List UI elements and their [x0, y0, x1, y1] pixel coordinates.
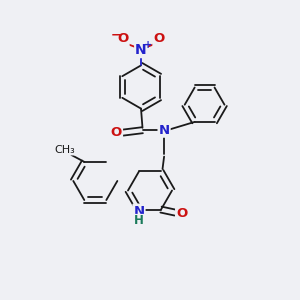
Text: N: N	[135, 43, 147, 57]
Text: N: N	[158, 124, 170, 137]
Text: H: H	[134, 214, 144, 227]
Text: O: O	[111, 126, 122, 139]
Text: O: O	[176, 207, 187, 220]
Text: O: O	[117, 32, 129, 46]
Text: CH₃: CH₃	[54, 145, 75, 155]
Text: N: N	[134, 205, 145, 218]
Text: O: O	[153, 32, 165, 46]
Text: −: −	[110, 29, 121, 42]
Text: +: +	[143, 40, 152, 50]
